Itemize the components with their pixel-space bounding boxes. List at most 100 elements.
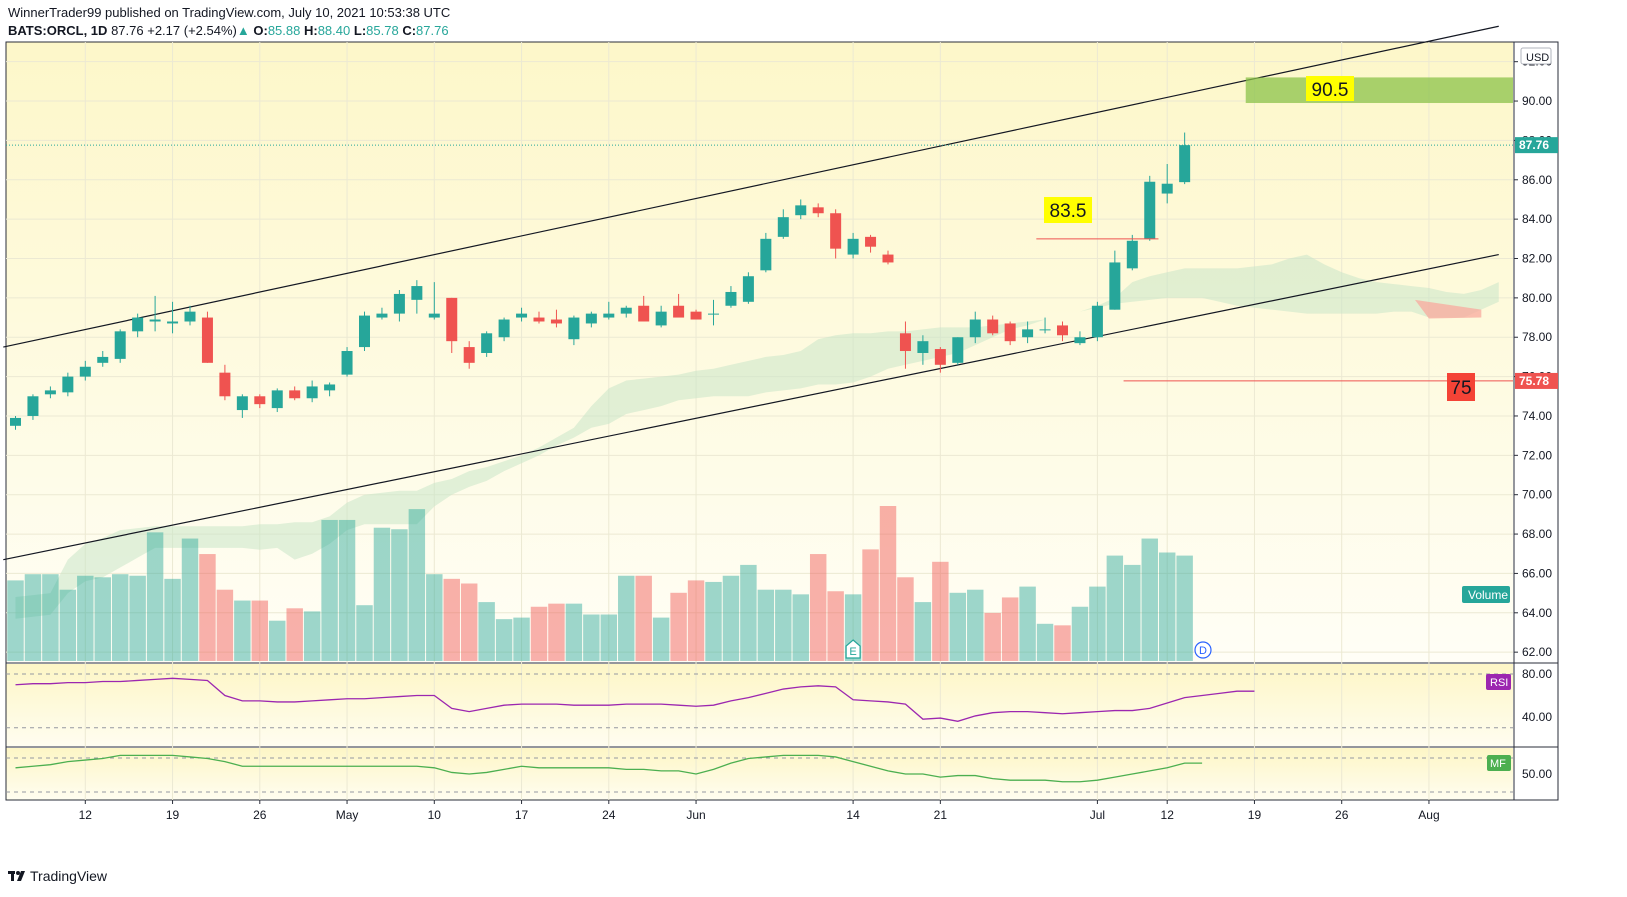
candle-body bbox=[620, 307, 632, 314]
x-tick-label: 12 bbox=[1161, 808, 1175, 822]
chart-frame bbox=[5, 41, 1559, 801]
candle-body bbox=[1179, 145, 1191, 183]
volume-bar bbox=[1071, 606, 1089, 661]
low-value: 85.78 bbox=[366, 23, 399, 38]
volume-bar bbox=[426, 574, 443, 661]
candle-body bbox=[359, 315, 370, 348]
volume-bar bbox=[286, 608, 303, 661]
x-tick-label: 19 bbox=[1248, 808, 1262, 822]
candle-body bbox=[481, 333, 493, 353]
candle-body bbox=[847, 238, 859, 255]
candle-body bbox=[1057, 325, 1068, 336]
candle-body bbox=[1022, 329, 1034, 338]
price-badge bbox=[1515, 372, 1558, 389]
candle-body bbox=[306, 386, 318, 399]
volume-bar bbox=[146, 532, 164, 661]
volume-bar bbox=[1158, 552, 1176, 661]
volume-bar bbox=[303, 611, 321, 661]
volume-bar bbox=[984, 612, 1001, 661]
tradingview-logo-icon bbox=[8, 871, 25, 881]
volume-bar bbox=[216, 589, 234, 661]
volume-bar bbox=[373, 527, 391, 661]
candle-body bbox=[219, 372, 231, 397]
candle-body bbox=[516, 313, 528, 318]
rsi-line bbox=[15, 677, 1255, 722]
candle-body bbox=[114, 331, 126, 359]
volume-bar bbox=[7, 580, 24, 661]
dividend-icon bbox=[1194, 641, 1212, 659]
candle-body bbox=[393, 293, 405, 314]
volume-bar bbox=[897, 577, 914, 661]
dividend-label: D bbox=[1199, 645, 1207, 657]
candle-body bbox=[254, 396, 266, 405]
x-tick-label: 12 bbox=[79, 808, 93, 822]
rsi-label: RSI bbox=[1490, 677, 1508, 689]
candle-body bbox=[830, 213, 842, 249]
volume-bar bbox=[775, 589, 792, 661]
candle-body bbox=[882, 254, 894, 263]
candle-body bbox=[638, 305, 650, 322]
y-tick-label: 72.00 bbox=[1522, 448, 1552, 462]
support-label: 75 bbox=[1450, 378, 1471, 399]
volume-bar bbox=[495, 619, 513, 661]
volume-bar bbox=[408, 509, 426, 661]
volume-bar bbox=[129, 575, 146, 661]
candle-body bbox=[603, 313, 615, 318]
volume-bar bbox=[967, 589, 984, 661]
volume-bar bbox=[478, 602, 495, 661]
volume-bar bbox=[740, 564, 757, 661]
candle-body bbox=[201, 317, 213, 363]
candle-body bbox=[1004, 323, 1016, 342]
last-price: 87.76 bbox=[111, 23, 144, 38]
candle-body bbox=[97, 356, 109, 363]
volume-bar bbox=[42, 574, 59, 661]
candle-body bbox=[899, 333, 911, 352]
target-label: 90.5 bbox=[1312, 80, 1349, 101]
rsi-pane-background bbox=[6, 664, 1513, 746]
candle-body bbox=[10, 417, 21, 426]
candle-body bbox=[1109, 262, 1121, 310]
mf-pane-background bbox=[6, 748, 1513, 800]
y-tick-label: 66.00 bbox=[1522, 566, 1552, 580]
volume-bar bbox=[181, 538, 199, 661]
x-tick-label: May bbox=[336, 808, 359, 822]
target-label-box bbox=[1306, 76, 1354, 101]
y-tick-label: 82.00 bbox=[1522, 252, 1552, 266]
candle-body bbox=[952, 337, 964, 363]
candle-body bbox=[568, 317, 580, 340]
volume-bar bbox=[879, 506, 897, 661]
resistance-label-box bbox=[1044, 197, 1092, 223]
y-tick-label: 64.00 bbox=[1522, 606, 1552, 620]
volume-bar bbox=[443, 578, 460, 661]
candle-body bbox=[463, 347, 475, 363]
x-tick-label: 26 bbox=[253, 808, 267, 822]
x-tick-label: 26 bbox=[1335, 808, 1349, 822]
x-tick-label: 24 bbox=[602, 808, 616, 822]
volume-bar bbox=[530, 606, 548, 661]
high-value: 88.40 bbox=[317, 23, 351, 38]
candle-body bbox=[708, 313, 719, 315]
volume-label: Volume bbox=[1468, 588, 1508, 602]
candle-body bbox=[184, 311, 196, 322]
rsi-tick-label: 80.00 bbox=[1522, 667, 1552, 681]
volume-bar bbox=[164, 578, 181, 661]
volume-bar bbox=[635, 575, 652, 661]
volume-bar bbox=[1089, 586, 1106, 661]
mf-label-box bbox=[1487, 755, 1511, 771]
candle-body bbox=[289, 390, 301, 399]
x-tick-label: Jul bbox=[1090, 808, 1105, 822]
candle-body bbox=[1144, 181, 1156, 239]
volume-bar bbox=[460, 583, 478, 661]
candle-body bbox=[865, 236, 877, 247]
volume-bar bbox=[949, 592, 967, 661]
candle-body bbox=[167, 321, 179, 324]
volume-bar bbox=[269, 620, 286, 661]
published-line: WinnerTrader99 published on TradingView.… bbox=[8, 5, 451, 20]
ichimoku-cloud bbox=[15, 254, 1499, 619]
close-value: 87.76 bbox=[416, 23, 449, 38]
x-tick-label: 21 bbox=[934, 808, 948, 822]
candle-body bbox=[777, 217, 789, 237]
price-badge-label: 75.78 bbox=[1519, 374, 1549, 388]
volume-bar bbox=[1036, 623, 1054, 661]
